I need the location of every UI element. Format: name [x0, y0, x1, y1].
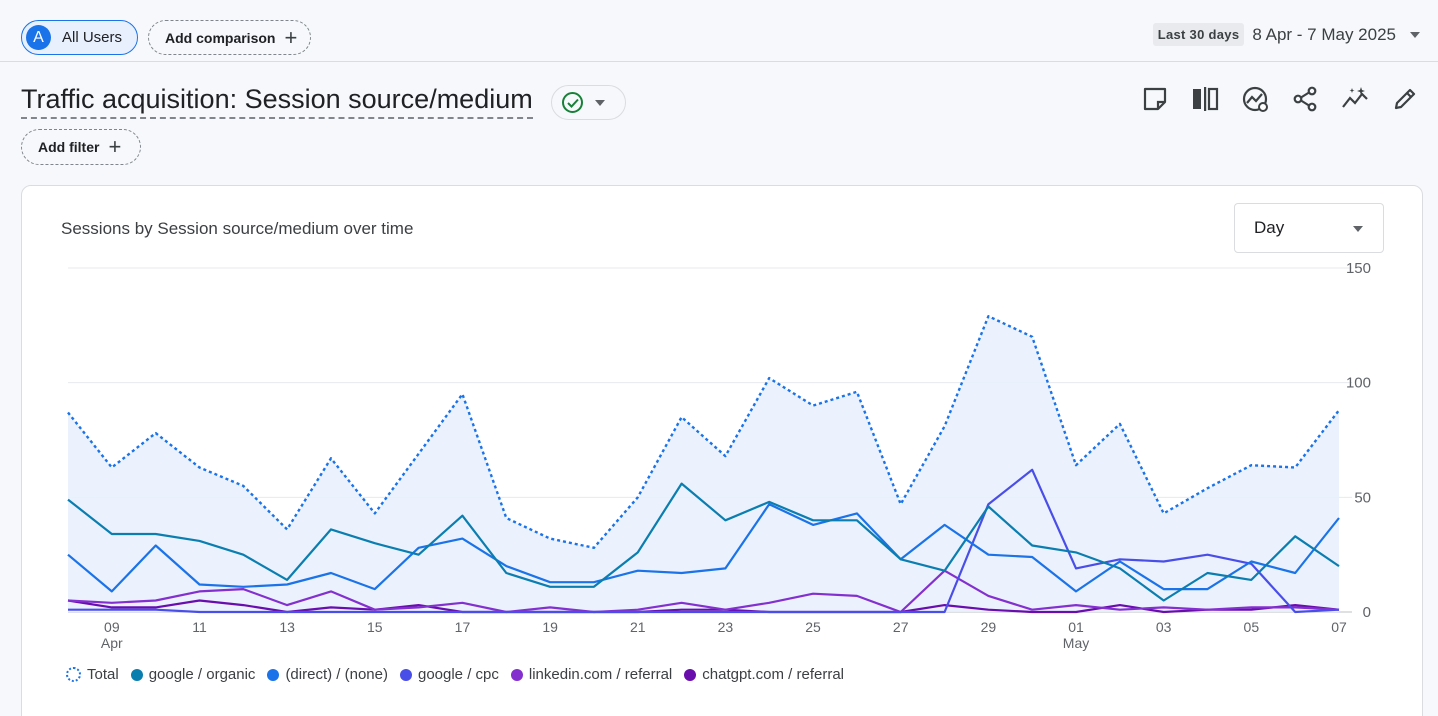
legend-item[interactable]: Total — [66, 666, 119, 683]
check-circle-icon — [562, 92, 583, 113]
add-filter-button[interactable]: Add filter + — [21, 129, 141, 165]
segment-label: All Users — [62, 29, 123, 46]
chart-title: Sessions by Session source/medium over t… — [61, 219, 414, 238]
legend-item[interactable]: google / organic — [130, 666, 256, 683]
y-tick-label: 150 — [1346, 260, 1371, 277]
edit-pencil-icon[interactable] — [1390, 84, 1420, 114]
report-status-dropdown[interactable] — [551, 85, 626, 120]
insights-icon[interactable] — [1240, 84, 1270, 114]
legend-swatch — [267, 668, 280, 681]
series-line-linkedin-com-referral — [67, 569, 1340, 614]
series-line-google-organic — [67, 482, 1340, 602]
x-tick-label: 11 — [192, 619, 207, 635]
legend-item[interactable]: chatgpt.com / referral — [684, 666, 844, 683]
compare-columns-icon[interactable] — [1190, 84, 1220, 114]
legend-label: google / cpc — [417, 666, 499, 683]
date-range-picker[interactable]: Last 30 days 8 Apr - 7 May 2025 — [1152, 23, 1420, 46]
top-bar: A All Users Add comparison + Last 30 day… — [0, 0, 1438, 62]
chevron-down-icon[interactable] — [1410, 31, 1420, 38]
date-range-text: 8 Apr - 7 May 2025 — [1252, 24, 1396, 44]
chart-legend: Total google / organic (direct) / (none) go… — [66, 666, 856, 683]
segment-avatar: A — [26, 25, 51, 50]
x-tick-label: 13 — [279, 619, 295, 635]
x-tick-label: 17 — [455, 619, 471, 635]
legend-label: linkedin.com / referral — [528, 666, 673, 683]
legend-swatch — [66, 667, 81, 682]
series-area-total — [68, 316, 1339, 612]
x-tick-label: 05 — [1244, 619, 1260, 635]
x-month-label: Apr — [101, 635, 123, 651]
plus-icon: + — [284, 24, 298, 50]
x-month-label: May — [1063, 635, 1089, 651]
plus-icon: + — [108, 134, 122, 159]
legend-label: chatgpt.com / referral — [702, 666, 844, 683]
segment-chip-all-users[interactable]: A All Users — [21, 20, 138, 55]
add-filter-label: Add filter — [38, 139, 100, 155]
legend-item[interactable]: linkedin.com / referral — [510, 666, 673, 683]
chevron-down-icon — [595, 99, 605, 106]
report-toolbar — [1140, 84, 1438, 114]
y-tick-label: 50 — [1354, 489, 1371, 506]
date-preset-badge: Last 30 days — [1152, 23, 1245, 46]
page-title[interactable]: Traffic acquisition: Session source/medi… — [21, 84, 533, 119]
granularity-value: Day — [1254, 218, 1285, 237]
share-icon[interactable] — [1290, 84, 1320, 114]
add-comparison-button[interactable]: Add comparison + — [148, 20, 311, 55]
legend-swatch — [510, 668, 523, 681]
x-tick-label: 23 — [718, 619, 734, 635]
x-tick-label: 25 — [805, 619, 821, 635]
x-tick-label: 09 — [104, 619, 120, 635]
line-chart[interactable]: 0 50 100 150 09 11 13 15 17 19 21 23 25 27 29 01 03 05 07 A… — [22, 186, 1422, 656]
y-tick-label: 100 — [1346, 375, 1371, 392]
legend-swatch — [130, 668, 143, 681]
x-tick-label: 21 — [630, 619, 646, 635]
legend-item[interactable]: google / cpc — [399, 666, 499, 683]
legend-label: google / organic — [148, 666, 256, 683]
chart-card: Sessions by Session source/medium over t… — [21, 185, 1423, 716]
add-comparison-label: Add comparison — [165, 29, 276, 46]
legend-label: Total — [87, 666, 119, 683]
x-tick-label: 27 — [893, 619, 909, 635]
sparkle-trend-icon[interactable] — [1340, 84, 1370, 114]
x-tick-label: 07 — [1331, 619, 1347, 635]
series-line-chatgpt-com-referral — [67, 599, 1340, 614]
x-tick-label: 03 — [1156, 619, 1172, 635]
chevron-down-icon — [1353, 226, 1363, 232]
note-icon[interactable] — [1140, 84, 1170, 114]
legend-swatch — [399, 668, 412, 681]
legend-label: (direct) / (none) — [285, 666, 388, 683]
granularity-select[interactable]: Day — [1234, 203, 1384, 253]
series-line-google-cpc — [68, 468, 1340, 614]
y-tick-label: 0 — [1363, 604, 1371, 621]
x-tick-label: 29 — [981, 619, 997, 635]
x-tick-label: 15 — [367, 619, 383, 635]
x-tick-label: 19 — [542, 619, 558, 635]
legend-item[interactable]: (direct) / (none) — [267, 666, 388, 683]
series-line-direct-none — [67, 503, 1340, 593]
x-tick-label: 01 — [1068, 619, 1084, 635]
legend-swatch — [684, 668, 697, 681]
